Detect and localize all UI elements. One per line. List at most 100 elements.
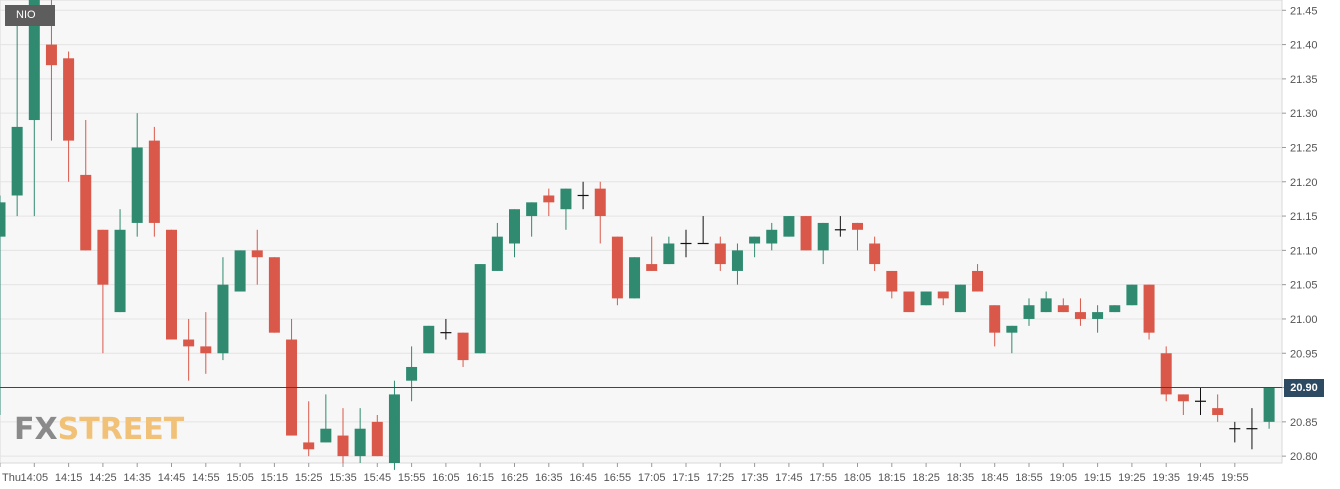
candle: [697, 216, 709, 245]
candle: [166, 229, 177, 340]
candle-body: [388, 394, 400, 463]
candle-body: [337, 435, 349, 457]
x-tick-label: Thu: [2, 472, 21, 484]
candle: [251, 229, 263, 285]
candles: [0, 0, 1275, 470]
candle-body: [1143, 284, 1155, 333]
x-tick-label: 19:45: [1187, 472, 1215, 484]
candle-body: [114, 229, 126, 313]
candle-body: [474, 264, 486, 354]
candle-body: [954, 284, 966, 313]
candle-body: [28, 0, 40, 121]
x-tick-label: 19:35: [1152, 472, 1180, 484]
candle-body: [217, 284, 229, 354]
candle: [869, 236, 881, 271]
candle-body: [0, 202, 6, 237]
candle: [388, 380, 400, 470]
candle-body: [63, 58, 75, 141]
candle-body: [1263, 387, 1275, 422]
candle-body: [234, 250, 246, 292]
candle-body: [1092, 312, 1104, 319]
candle-body: [268, 257, 280, 333]
symbol-badge: NIO: [5, 5, 55, 26]
candle: [749, 236, 761, 258]
x-tick-label: 16:25: [501, 472, 529, 484]
x-tick-label: 16:05: [432, 472, 460, 484]
candle: [680, 229, 692, 258]
candle-body: [1006, 325, 1018, 333]
candle: [1040, 291, 1052, 313]
candle-body: [491, 236, 503, 271]
candle-body: [800, 216, 812, 251]
candle: [1263, 387, 1275, 429]
candle-body: [937, 291, 949, 299]
x-tick-label: 17:25: [707, 472, 735, 484]
candle: [611, 236, 623, 306]
candle: [1023, 298, 1035, 326]
candle-body: [543, 195, 555, 203]
candle-body: [406, 366, 418, 381]
candle: [148, 126, 160, 237]
candle: [474, 264, 486, 354]
candle-body: [509, 209, 520, 244]
candle: [80, 120, 92, 251]
x-tick-label: 17:55: [809, 472, 837, 484]
y-tick-label: 21.45: [1290, 5, 1318, 17]
plot-area: [0, 0, 1283, 464]
candle-body: [560, 188, 572, 210]
y-tick-label: 21.20: [1290, 177, 1318, 189]
x-tick-label: 14:05: [21, 472, 49, 484]
candle-body: [920, 291, 932, 306]
x-tick-label: 16:55: [604, 472, 632, 484]
candle: [371, 414, 383, 457]
candle-body: [45, 44, 57, 66]
candle: [766, 222, 778, 251]
candle: [954, 284, 966, 313]
candle: [200, 312, 212, 374]
y-axis: 20.8020.8520.9020.9521.0021.0521.1021.15…: [1282, 5, 1318, 463]
candle: [1212, 394, 1224, 422]
candle-body: [131, 147, 143, 223]
candle: [0, 195, 6, 415]
candle: [423, 325, 435, 354]
candle: [1177, 394, 1189, 415]
candle: [457, 332, 469, 367]
candle-body: [1109, 305, 1121, 313]
candle-body: [629, 257, 641, 299]
candle-body: [303, 442, 315, 450]
y-tick-label: 21.05: [1290, 280, 1318, 292]
candle: [1143, 284, 1155, 340]
candle-body: [1057, 305, 1069, 313]
watermark-street: STREET: [57, 412, 185, 447]
x-tick-label: 18:55: [1015, 472, 1043, 484]
x-tick-label: 18:45: [981, 472, 1009, 484]
x-tick-label: 14:55: [192, 472, 220, 484]
candle: [577, 181, 589, 210]
candle: [217, 257, 229, 361]
candle-body: [903, 291, 915, 313]
candle: [852, 222, 863, 251]
candle: [406, 346, 418, 402]
x-tick-label: 18:05: [844, 472, 872, 484]
x-tick-label: 19:05: [1050, 472, 1078, 484]
watermark-fx: FX: [14, 412, 58, 447]
candle-body: [148, 140, 160, 223]
candle: [11, 24, 23, 217]
candle-body: [594, 188, 606, 217]
candle-body: [11, 126, 23, 196]
x-tick-label: 16:45: [569, 472, 597, 484]
candle-body: [423, 325, 435, 354]
candle: [526, 202, 538, 237]
candle: [63, 51, 75, 182]
candle-body: [97, 229, 109, 285]
candle: [714, 236, 726, 271]
candle: [320, 394, 332, 443]
candle: [1074, 298, 1086, 326]
candle: [491, 222, 503, 271]
candle: [1126, 284, 1138, 306]
candle-body: [166, 229, 177, 340]
x-tick-label: 19:15: [1084, 472, 1112, 484]
x-tick-label: 18:35: [947, 472, 975, 484]
